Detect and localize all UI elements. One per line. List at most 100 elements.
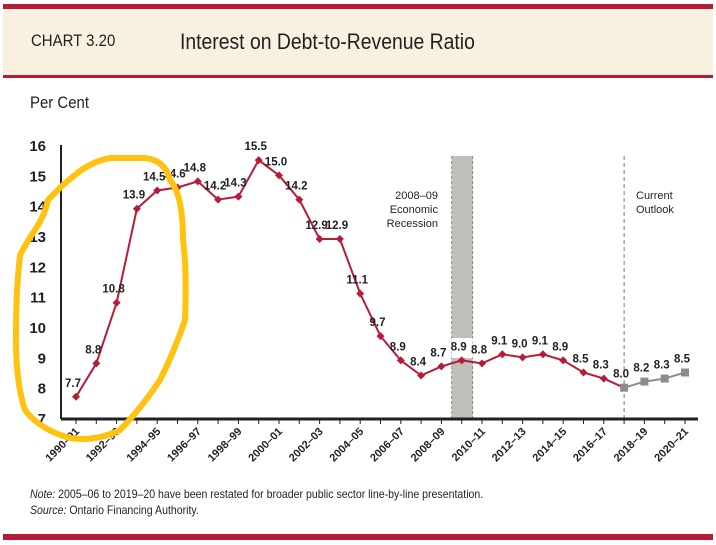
data-point <box>153 186 162 195</box>
x-tick-label: 2012–13 <box>490 426 529 465</box>
data-point <box>538 350 547 359</box>
data-label: 14.8 <box>184 162 207 174</box>
data-point <box>214 195 223 204</box>
y-tick-label: 11 <box>30 290 46 307</box>
data-label: 15.0 <box>265 156 287 168</box>
x-tick-label: 2014–15 <box>531 426 570 465</box>
data-label: 8.9 <box>390 341 406 353</box>
x-tick-label: 2006–07 <box>368 426 407 465</box>
data-point <box>335 235 344 244</box>
x-tick-label: 2020–21 <box>652 426 691 465</box>
source-line: Source: Ontario Financing Authority. <box>30 502 483 518</box>
source-label: Source: <box>30 503 67 517</box>
data-point <box>518 353 527 362</box>
data-point <box>356 289 365 298</box>
data-point <box>234 192 243 201</box>
outlook-series-line <box>623 371 686 389</box>
data-point <box>579 368 588 377</box>
y-tick-label: 7 <box>38 411 46 428</box>
data-point <box>193 177 202 186</box>
recession-annotation: 2008–09 <box>395 190 438 202</box>
recession-annotation: Economic <box>390 204 439 216</box>
y-tick-label: 15 <box>29 168 46 185</box>
data-label: 11.1 <box>346 275 368 287</box>
data-point <box>437 362 446 371</box>
data-point <box>457 356 466 365</box>
data-point <box>72 392 80 401</box>
x-tick-label: 2018–19 <box>612 426 651 465</box>
data-label: 8.5 <box>674 354 691 366</box>
data-point <box>660 374 669 383</box>
recession-band-label-gap <box>451 338 473 358</box>
data-label: 8.8 <box>85 344 102 356</box>
data-label: 8.7 <box>430 347 446 359</box>
data-point <box>681 368 689 377</box>
y-tick-label: 10 <box>29 320 46 337</box>
recession-band <box>451 156 473 418</box>
data-label: 8.5 <box>573 354 590 366</box>
data-label: 12.9 <box>305 220 327 232</box>
data-label: 9.1 <box>532 335 549 347</box>
data-label: 9.0 <box>512 338 528 350</box>
x-tick-label: 2002–03 <box>287 426 326 465</box>
outlook-annotation: Current <box>636 190 673 202</box>
data-label: 9.7 <box>370 317 386 329</box>
data-point <box>254 156 263 165</box>
note-line: Note: 2005–06 to 2019–20 have been resta… <box>30 486 483 502</box>
data-label: 14.2 <box>285 181 307 193</box>
chart-number: CHART 3.20 <box>31 31 116 50</box>
highlight-circle-annotation <box>12 155 189 442</box>
data-label: 15.5 <box>245 141 268 153</box>
data-point <box>498 350 507 359</box>
data-label: 9.1 <box>491 335 508 347</box>
data-label: 12.9 <box>326 220 348 232</box>
data-point <box>640 377 649 386</box>
recession-annotation: Recession <box>387 218 438 230</box>
data-point <box>599 374 608 383</box>
x-tick-label: 2008–09 <box>409 426 448 465</box>
data-point <box>315 235 324 244</box>
data-label: 8.9 <box>552 341 568 353</box>
data-label: 14.3 <box>224 178 246 190</box>
data-point <box>376 332 385 341</box>
data-point <box>417 371 426 380</box>
footer-rule <box>3 534 713 540</box>
note-label: Note: <box>30 487 56 501</box>
y-axis-unit-label: Per Cent <box>30 93 90 112</box>
actual-series-line <box>75 158 625 398</box>
source-text: Ontario Financing Authority. <box>66 503 199 517</box>
data-label: 13.9 <box>123 190 145 202</box>
note-text: 2005–06 to 2019–20 have been restated fo… <box>55 487 484 501</box>
chart-header <box>3 9 713 75</box>
data-label: 8.4 <box>410 357 427 369</box>
x-tick-label: 2016–17 <box>571 426 610 465</box>
chart-title: Interest on Debt-to-Revenue Ratio <box>180 29 475 54</box>
x-tick-label: 1998–99 <box>206 426 245 465</box>
data-label: 8.2 <box>633 363 649 375</box>
chart-notes: Note: 2005–06 to 2019–20 have been resta… <box>30 486 483 518</box>
x-tick-label: 2000–01 <box>246 426 285 465</box>
y-tick-label: 16 <box>29 138 46 155</box>
data-label: 8.9 <box>451 341 467 353</box>
data-point <box>478 359 486 368</box>
data-label: 7.7 <box>65 378 81 390</box>
data-point <box>295 195 304 204</box>
y-tick-label: 9 <box>38 350 46 367</box>
data-label: 8.3 <box>593 360 609 372</box>
y-tick-label: 12 <box>29 259 46 276</box>
data-point <box>132 204 141 213</box>
header-top-rule <box>3 4 713 9</box>
data-point <box>396 356 405 365</box>
data-point <box>275 171 283 180</box>
data-label: 10.8 <box>102 284 125 296</box>
data-label: 8.8 <box>471 344 488 356</box>
x-tick-label: 1994–95 <box>125 426 164 465</box>
data-point <box>112 298 121 307</box>
data-point <box>620 383 629 392</box>
x-tick-label: 2004–05 <box>328 426 367 465</box>
data-label: 8.0 <box>613 369 629 381</box>
x-tick-label: 1996–97 <box>165 426 204 465</box>
x-tick-label: 2010–11 <box>450 426 488 464</box>
data-label: 14.2 <box>204 181 226 193</box>
